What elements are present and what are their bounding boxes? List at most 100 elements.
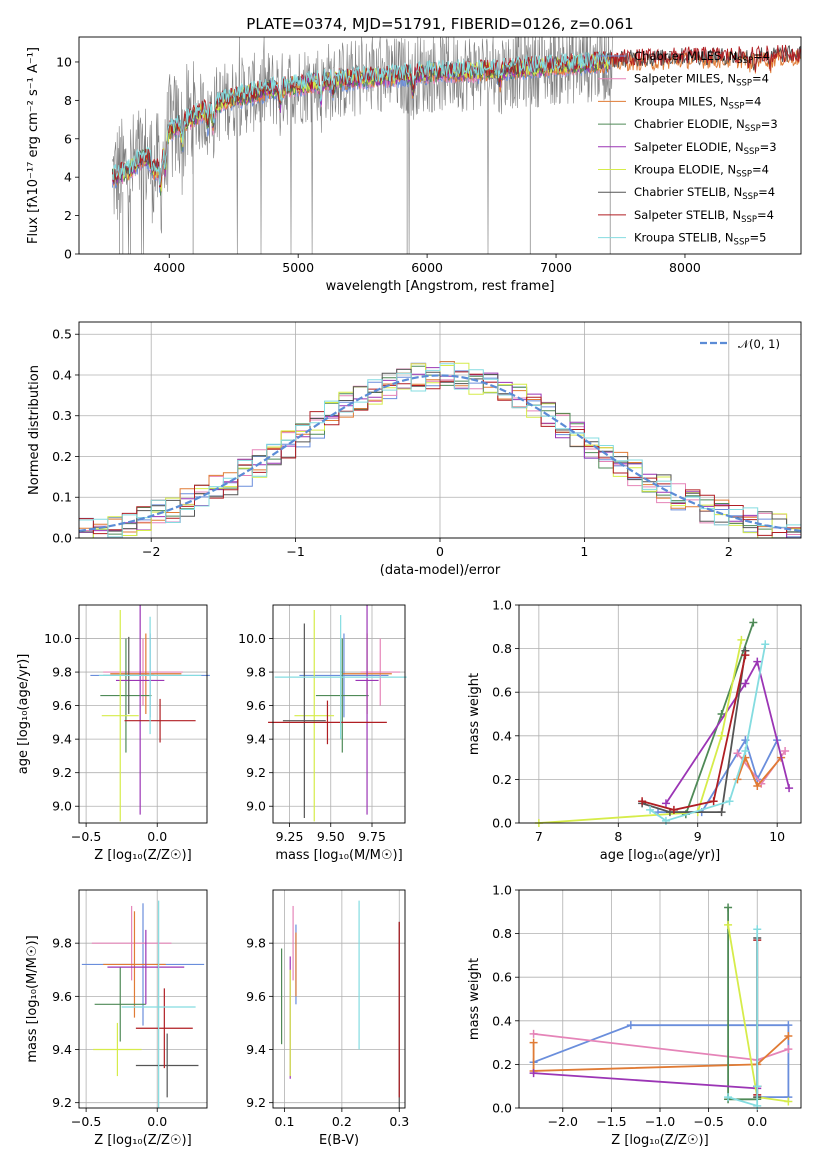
weight-series-line xyxy=(649,644,767,822)
weight-series-line xyxy=(665,659,790,804)
mass-vs-ebv-panel: 0.1 0.2 0.3 9.2 9.4 9.6 9.8 E(B-V) xyxy=(246,889,409,1148)
y-tick-label: 0 xyxy=(64,247,72,262)
legend: Chabrier MILES, NSSP=4 Salpeter MILES, NS… xyxy=(598,49,778,248)
x-axis-label: wavelength [Angstrom, rest frame] xyxy=(326,279,555,294)
y-tick-label: 0.0 xyxy=(492,816,512,831)
weight-marker xyxy=(725,797,734,806)
y-tick-label: 9.0 xyxy=(246,799,266,814)
y-axis-label: mass weight xyxy=(467,958,482,1040)
y-tick-label: 10.0 xyxy=(44,631,72,646)
x-tick-label: 6000 xyxy=(411,260,443,275)
x-axis-label: Z [log₁₀(Z/Z☉)] xyxy=(94,1133,191,1148)
y-tick-label: 2 xyxy=(64,208,72,223)
residual-histogram xyxy=(79,363,801,538)
y-axis-label: age [log₁₀(age/yr)] xyxy=(16,654,31,775)
axes-frame xyxy=(78,889,208,1109)
weight-marker xyxy=(753,657,762,666)
model-spectrum xyxy=(112,50,611,186)
y-tick-label: 4 xyxy=(64,170,72,185)
y-tick-label: 9.2 xyxy=(52,1095,72,1110)
weight-series-line xyxy=(532,1035,790,1072)
x-tick-label: −2 xyxy=(142,544,160,559)
figure-title: PLATE=0374, MJD=51791, FIBERID=0126, z=0… xyxy=(246,15,633,33)
weight-marker xyxy=(737,635,746,644)
age-vs-metallicity-panel: −0.5 0.0 9.0 9.2 9.4 9.6 9.8 10.0 Z [log₁₀(Z/Z☉)… xyxy=(16,604,210,863)
y-tick-label: 9.8 xyxy=(52,665,72,680)
legend-label: Salpeter STELIB, NSSP=4 xyxy=(634,208,774,225)
y-tick-label: 0.6 xyxy=(492,970,512,985)
weight-marker xyxy=(749,618,758,627)
x-tick-label: 9.25 xyxy=(276,829,304,844)
legend-label: Kroupa STELIB, NSSP=5 xyxy=(634,231,766,248)
legend-label: 𝒩(0, 1) xyxy=(738,337,780,351)
weight-marker xyxy=(529,1038,538,1047)
residual-histogram xyxy=(79,371,801,536)
y-axis-label: mass weight xyxy=(467,673,482,755)
y-tick-label: 9.6 xyxy=(246,698,266,713)
x-tick-label: 9.75 xyxy=(358,829,386,844)
x-tick-label: 8 xyxy=(614,829,622,844)
weight-marker xyxy=(733,749,742,758)
weight-marker xyxy=(529,1069,538,1078)
x-tick-label: 1 xyxy=(580,544,588,559)
x-axis-label: age [log₁₀(age/yr)] xyxy=(600,848,721,863)
y-tick-label: 9.6 xyxy=(52,698,72,713)
legend-label: Chabrier STELIB, NSSP=4 xyxy=(634,185,775,202)
weight-series-line xyxy=(533,1072,758,1090)
weight-series-line xyxy=(736,755,782,788)
weight-series-line xyxy=(727,929,759,1108)
y-tick-label: 10.0 xyxy=(238,631,266,646)
y-tick-label: 0.4 xyxy=(52,367,72,382)
y-axis-label: Normed distribution xyxy=(27,365,42,495)
weight-marker xyxy=(709,797,718,806)
x-tick-label: −0.5 xyxy=(71,829,101,844)
y-axis-label: Flux [fλ10⁻¹⁷ erg cm⁻² s⁻¹ A⁻¹] xyxy=(26,47,41,244)
weight-marker xyxy=(781,747,790,756)
y-tick-label: 9.0 xyxy=(52,799,72,814)
y-tick-label: 0.3 xyxy=(52,408,72,423)
weight-vs-metallicity-panel: −2.0 −1.5 −1.0 −0.5 0.0 0.0 0.2 0.4 0.6 0.8 1.0 Z [… xyxy=(467,883,802,1148)
axes-frame xyxy=(272,604,406,824)
x-tick-label: 0.0 xyxy=(147,1114,167,1129)
x-tick-label: 0.1 xyxy=(275,1114,295,1129)
y-tick-label: 0.6 xyxy=(492,685,512,700)
y-tick-label: 0.8 xyxy=(492,926,512,941)
weight-marker xyxy=(784,1097,793,1106)
weight-marker xyxy=(626,1021,635,1030)
weight-marker xyxy=(717,731,726,740)
x-tick-label: −1.0 xyxy=(645,1114,675,1129)
mass-vs-metallicity-panel: −0.5 0.0 9.2 9.4 9.6 9.8 Z [log₁₀(Z/Z☉)] mass [… xyxy=(25,889,208,1148)
weight-marker xyxy=(753,781,762,790)
axes-frame xyxy=(518,889,802,1109)
weight-vs-age-panel: 7 8 9 10 0.0 0.2 0.4 0.6 0.8 1.0 age [log₁₀(age/yr… xyxy=(467,598,802,863)
y-tick-label: 9.6 xyxy=(246,989,266,1004)
weight-marker xyxy=(753,925,762,934)
x-tick-label: 0.0 xyxy=(147,829,167,844)
residuals-panel: −2 −1 0 1 2 0.0 0.1 0.2 0.3 0.4 0.5 (data-model)/er… xyxy=(27,321,802,578)
x-tick-label: 8000 xyxy=(669,260,701,275)
weight-marker xyxy=(753,1101,762,1110)
y-axis-label: mass [log₁₀(M/M☉)] xyxy=(25,935,40,1062)
weight-series-line xyxy=(641,654,747,811)
legend-label: Kroupa ELODIE, NSSP=4 xyxy=(634,163,769,180)
x-axis-label: Z [log₁₀(Z/Z☉)] xyxy=(94,848,191,863)
observed-spectrum xyxy=(112,37,613,254)
y-tick-label: 0.2 xyxy=(492,772,512,787)
weight-marker xyxy=(669,805,678,814)
legend-label: Chabrier MILES, NSSP=4 xyxy=(634,49,770,66)
x-tick-label: 2 xyxy=(725,544,733,559)
weight-marker xyxy=(661,816,670,825)
weight-marker xyxy=(661,799,670,808)
weight-series-line xyxy=(641,650,747,813)
y-tick-label: 0.4 xyxy=(492,1013,512,1028)
legend-label: Chabrier ELODIE, NSSP=3 xyxy=(634,117,778,134)
axes-frame xyxy=(78,36,802,255)
axes-frame xyxy=(518,604,802,824)
x-axis-label: mass [log₁₀(M/M☉)] xyxy=(275,848,402,863)
x-tick-label: −0.5 xyxy=(71,1114,101,1129)
y-tick-label: 9.2 xyxy=(246,1095,266,1110)
weight-marker xyxy=(741,747,750,756)
y-tick-label: 9.8 xyxy=(52,936,72,951)
weight-marker xyxy=(741,651,750,660)
weight-marker xyxy=(741,679,750,688)
